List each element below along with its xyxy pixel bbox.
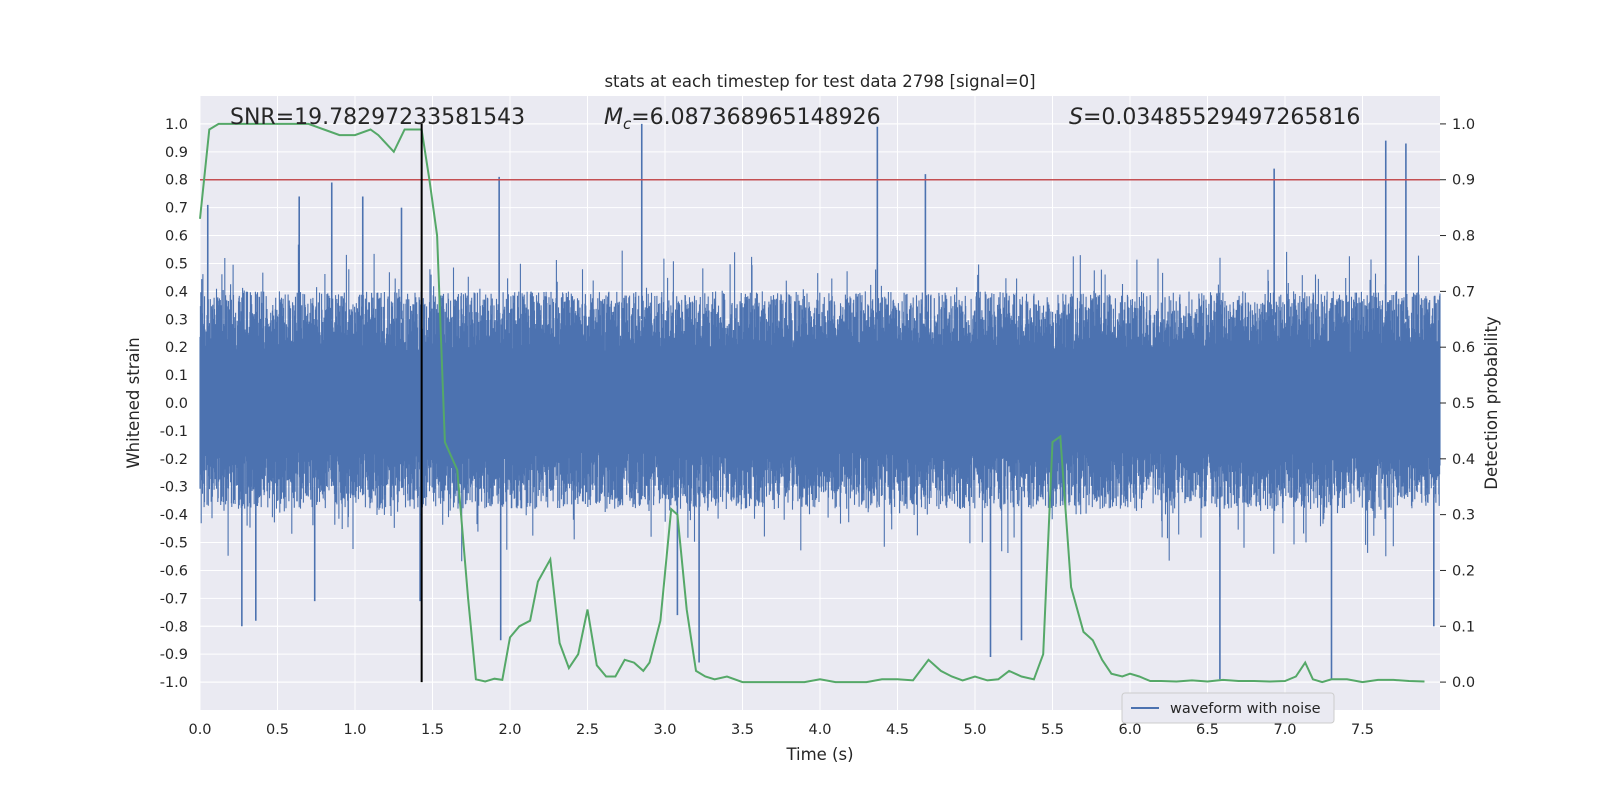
y-left-tick-label: -0.4	[160, 508, 188, 524]
x-tick-label: 1.0	[343, 722, 366, 738]
x-tick-label: 0.0	[188, 722, 211, 738]
legend-label: waveform with noise	[1170, 701, 1321, 717]
y-left-tick-label: 0.2	[165, 340, 188, 356]
y-left-tick-label: -0.8	[160, 619, 188, 635]
s-value: =0.03485529497265816	[1083, 105, 1360, 130]
y-right-tick-label: 0.7	[1452, 284, 1475, 300]
legend-box	[1121, 692, 1335, 724]
y-right-tick-label: 0.3	[1452, 508, 1475, 524]
s-symbol: S	[1069, 105, 1083, 130]
x-tick-label: 5.5	[1041, 722, 1064, 738]
x-tick-label: 7.0	[1273, 722, 1296, 738]
chirp-mass-symbol: M	[604, 105, 623, 130]
detection-probability-line	[199, 122, 1425, 684]
y-right-tick-label: 0.6	[1452, 340, 1475, 356]
chirp-mass-value: =6.087368965148926	[631, 105, 880, 130]
y-left-tick-label: -0.2	[160, 452, 188, 468]
x-tick-label: 6.5	[1196, 722, 1219, 738]
chart-title: stats at each timestep for test data 279…	[604, 72, 1035, 91]
snr-annotation: SNR=19.78297233581543	[230, 105, 525, 130]
y-left-tick-label: 0.9	[165, 145, 188, 161]
y-left-tick-label: -0.3	[160, 480, 188, 496]
y-left-axis-ticks: 1.0 0.9 0.8 0.7 0.6 0.5 0.4 0.3 0.2 0.1 0.0 -0.1 -0.…	[160, 117, 188, 691]
y-left-tick-label: 0.4	[165, 284, 188, 300]
y-left-tick-label: 0.8	[165, 173, 188, 189]
x-axis-label: Time (s)	[785, 745, 853, 764]
y-left-tick-label: -1.0	[160, 675, 188, 691]
x-tick-label: 2.0	[498, 722, 521, 738]
y-left-tick-label: 0.5	[165, 256, 188, 272]
y-left-tick-label: 0.6	[165, 229, 188, 245]
x-tick-label: 6.0	[1118, 722, 1141, 738]
y-left-tick-label: -0.9	[160, 647, 188, 663]
y-left-tick-label: -0.6	[160, 563, 188, 579]
x-tick-label: 5.0	[963, 722, 986, 738]
x-tick-label: 3.5	[731, 722, 754, 738]
y-right-tick-label: 0.0	[1452, 675, 1475, 691]
y-left-tick-label: 0.3	[165, 312, 188, 328]
y-left-axis-label: Whitened strain	[124, 337, 143, 468]
x-tick-label: 2.5	[576, 722, 599, 738]
x-axis-ticks: 0.0 0.5 1.0 1.5 2.0 2.5 3.0 3.5 4.0 4.5 5.0 5.5 6.0 6…	[188, 722, 1374, 738]
x-tick-label: 4.0	[808, 722, 831, 738]
y-right-axis-label: Detection probability	[1482, 316, 1501, 490]
y-right-tick-label: 0.2	[1452, 563, 1475, 579]
y-right-tick-label: 0.1	[1452, 619, 1475, 635]
y-left-tick-label: 0.7	[165, 201, 188, 217]
x-tick-label: 0.5	[266, 722, 289, 738]
y-left-tick-label: -0.5	[160, 536, 188, 552]
chirp-mass-subscript: c	[623, 115, 632, 133]
y-right-tick-label: 0.8	[1452, 229, 1475, 245]
overlay	[199, 122, 1440, 684]
chirp-mass-annotation: Mc=6.087368965148926	[604, 105, 881, 133]
y-left-tick-label: -0.7	[160, 591, 188, 607]
x-tick-label: 7.5	[1351, 722, 1374, 738]
y-left-tick-label: 0.1	[165, 368, 188, 384]
s-annotation: S=0.03485529497265816	[1069, 105, 1360, 130]
y-right-tick-label: 0.5	[1452, 396, 1475, 412]
y-left-tick-label: -0.1	[160, 424, 188, 440]
y-right-tick-label: 1.0	[1452, 117, 1475, 133]
waveform-series	[199, 123, 1441, 680]
x-tick-label: 1.5	[421, 722, 444, 738]
legend: waveform with noise	[1121, 692, 1335, 724]
x-tick-label: 4.5	[886, 722, 909, 738]
y-right-axis-ticks: 1.0 0.9 0.8 0.7 0.6 0.5 0.4 0.3 0.2 0.1 0.0	[1440, 117, 1475, 691]
y-right-tick-label: 0.4	[1452, 452, 1475, 468]
waveform-body	[199, 244, 1441, 562]
y-left-tick-label: 1.0	[165, 117, 188, 133]
y-right-tick-label: 0.9	[1452, 173, 1475, 189]
y-left-tick-label: 0.0	[165, 396, 188, 412]
x-tick-label: 3.0	[653, 722, 676, 738]
